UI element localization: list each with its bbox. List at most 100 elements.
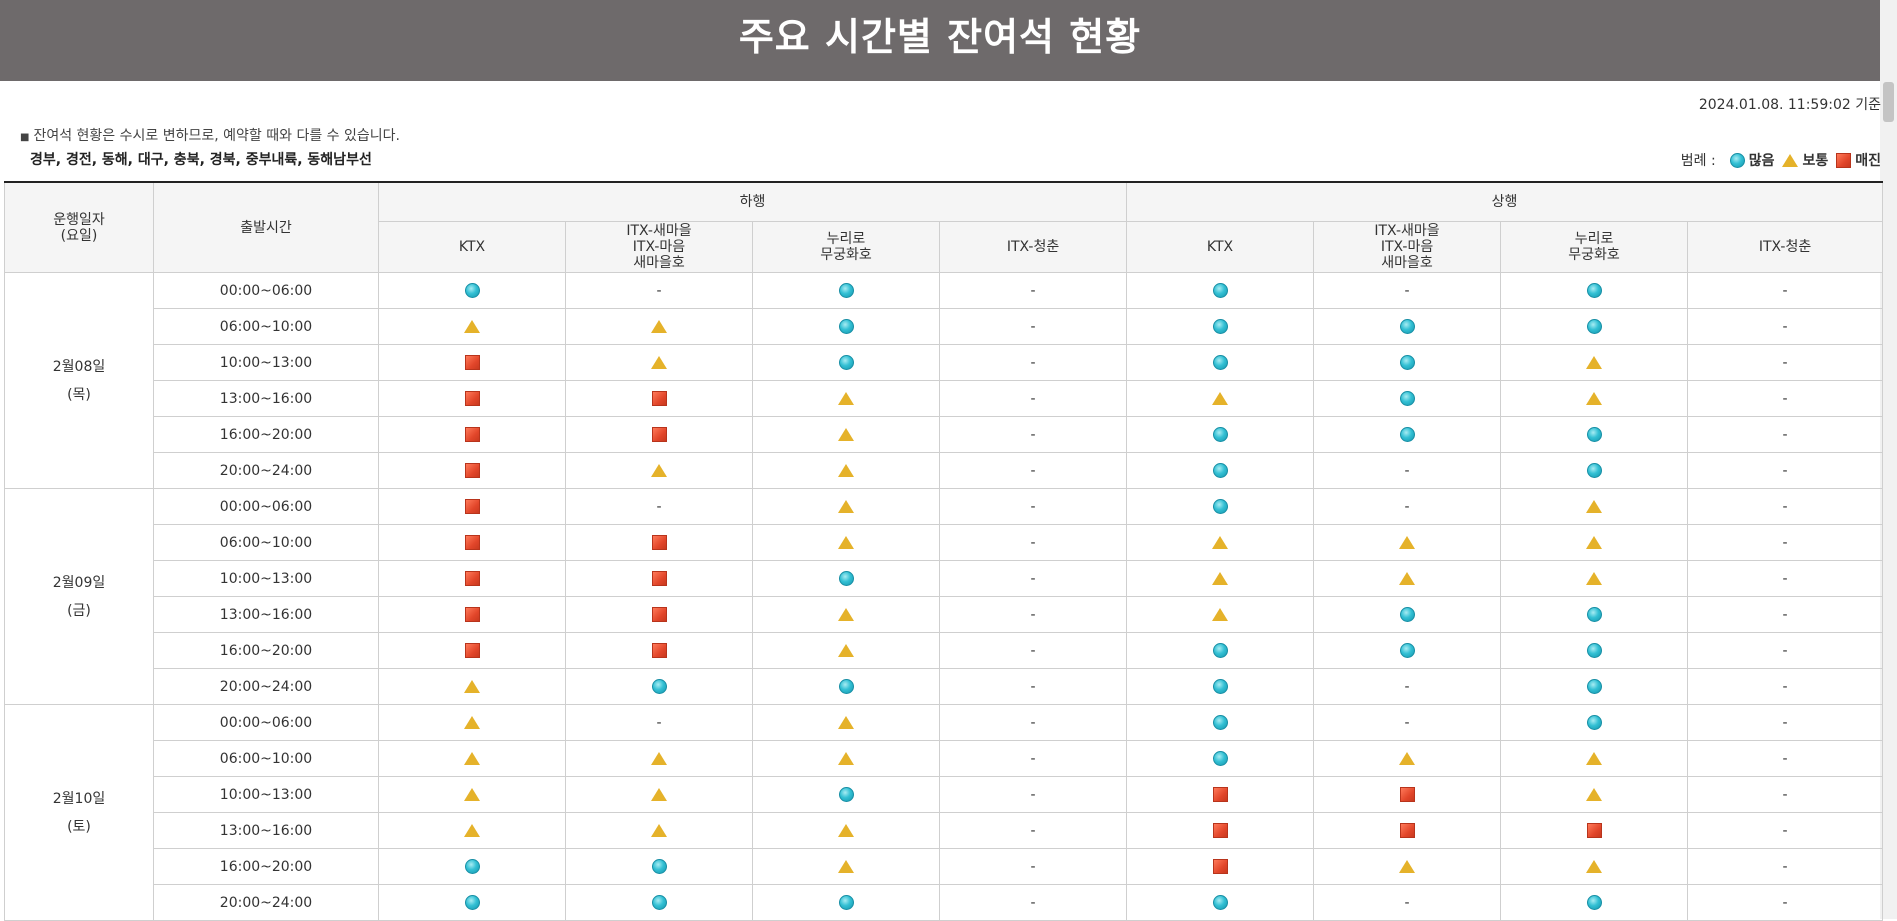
seat-cell: [1126, 488, 1315, 525]
table-row: 20:00~24:00 - - -: [5, 452, 1884, 489]
time-cell: 20:00~24:00: [153, 452, 379, 489]
seat-cell: [1313, 308, 1502, 345]
triangle-icon: [838, 500, 854, 513]
dash-label: -: [1782, 894, 1788, 911]
seat-cell: [1500, 488, 1689, 525]
triangle-icon: [651, 752, 667, 765]
seat-cell: -: [1687, 452, 1884, 489]
table-row: 06:00~10:00 - -: [5, 524, 1884, 561]
seat-cell: -: [1687, 632, 1884, 669]
dash-label: -: [1782, 390, 1788, 407]
circle-icon: [1586, 283, 1602, 298]
dash-label: -: [1782, 570, 1788, 587]
dash-label: -: [1030, 750, 1036, 767]
date-label: 2월10일: [52, 790, 106, 807]
dash-label: -: [1404, 462, 1410, 479]
seat-cell: -: [1687, 884, 1884, 921]
triangle-icon: [1586, 392, 1603, 405]
seat-cell: -: [938, 812, 1128, 849]
seat-cell: -: [938, 560, 1128, 597]
seat-cell: [565, 380, 753, 417]
seat-cell: -: [1313, 884, 1502, 921]
legend: 범례 : 많음 보통 매진: [1681, 150, 1881, 170]
circle-icon: [1212, 895, 1228, 910]
table-row: 06:00~10:00 - -: [5, 740, 1884, 777]
seat-cell: [1313, 344, 1502, 381]
seat-cell: [1500, 812, 1689, 849]
triangle-icon: [838, 824, 854, 837]
seat-cell: -: [1313, 272, 1502, 309]
square-icon: [1399, 787, 1415, 802]
square-icon: [651, 427, 667, 442]
seat-cell: [752, 524, 940, 561]
square-icon: [464, 427, 480, 442]
dash-label: -: [1030, 858, 1036, 875]
dash-label: -: [1782, 750, 1788, 767]
circle-icon: [1399, 607, 1415, 622]
dash-label: -: [1030, 678, 1036, 695]
circle-icon: [1586, 463, 1602, 478]
triangle-icon: [838, 428, 854, 441]
seat-cell: -: [1687, 344, 1884, 381]
circle-icon: [1586, 715, 1602, 730]
triangle-icon: [464, 788, 480, 801]
seat-cell: [752, 632, 940, 669]
seat-cell: [1313, 596, 1502, 633]
dash-label: -: [1782, 822, 1788, 839]
triangle-icon: [838, 536, 854, 549]
seat-cell: [1126, 668, 1315, 705]
train-header-itx-saemaeul: ITX-새마을 ITX-마음 새마을호: [1313, 221, 1502, 273]
seat-cell: -: [938, 272, 1128, 309]
seat-cell: [752, 848, 940, 885]
seat-cell: [1500, 740, 1689, 777]
seat-cell: -: [1687, 560, 1884, 597]
seat-cell: [1500, 344, 1689, 381]
seat-cell: -: [1687, 488, 1884, 525]
seat-cell: [378, 776, 566, 813]
time-cell: 16:00~20:00: [153, 416, 379, 453]
time-cell: 00:00~06:00: [153, 272, 379, 309]
seat-cell: [565, 848, 753, 885]
scrollbar-thumb[interactable]: [1883, 82, 1894, 122]
triangle-icon: [838, 752, 854, 765]
seat-cell: [1126, 380, 1315, 417]
seat-cell: [1500, 704, 1689, 741]
seat-cell: [565, 632, 753, 669]
dash-label: -: [1404, 282, 1410, 299]
seat-cell: [378, 452, 566, 489]
seat-cell: [1500, 776, 1689, 813]
scrollbar-track[interactable]: [1880, 0, 1897, 919]
time-cell: 20:00~24:00: [153, 668, 379, 705]
seat-cell: -: [1687, 272, 1884, 309]
page-title: 주요 시간별 잔여석 현황: [0, 0, 1880, 81]
group-up-header: 상행: [1126, 181, 1884, 222]
dash-label: -: [1782, 282, 1788, 299]
triangle-icon: [464, 680, 480, 693]
dash-label: -: [1030, 606, 1036, 623]
time-cell: 00:00~06:00: [153, 488, 379, 525]
seat-cell: -: [938, 632, 1128, 669]
seat-cell: -: [1313, 452, 1502, 489]
seat-cell: -: [1687, 812, 1884, 849]
col-date-header: 운행일자 (요일): [4, 181, 154, 273]
seat-cell: [378, 344, 566, 381]
seat-cell: -: [938, 416, 1128, 453]
square-icon: [651, 571, 667, 586]
seat-cell: [752, 452, 940, 489]
seat-cell: [1500, 524, 1689, 561]
dash-label: -: [1030, 570, 1036, 587]
seat-cell: [378, 848, 566, 885]
seat-cell: [565, 596, 753, 633]
seat-cell: [1126, 272, 1315, 309]
seat-cell: [378, 488, 566, 525]
circle-icon: [1212, 355, 1228, 370]
seat-cell: [565, 812, 753, 849]
seat-cell: -: [938, 668, 1128, 705]
dash-label: -: [1030, 390, 1036, 407]
seat-cell: [1500, 416, 1689, 453]
square-icon: [464, 463, 480, 478]
group-down-header: 하행: [377, 181, 1128, 222]
seat-cell: -: [565, 704, 753, 741]
date-cell: 2월08일 (목): [4, 272, 154, 489]
seat-cell: -: [565, 272, 753, 309]
